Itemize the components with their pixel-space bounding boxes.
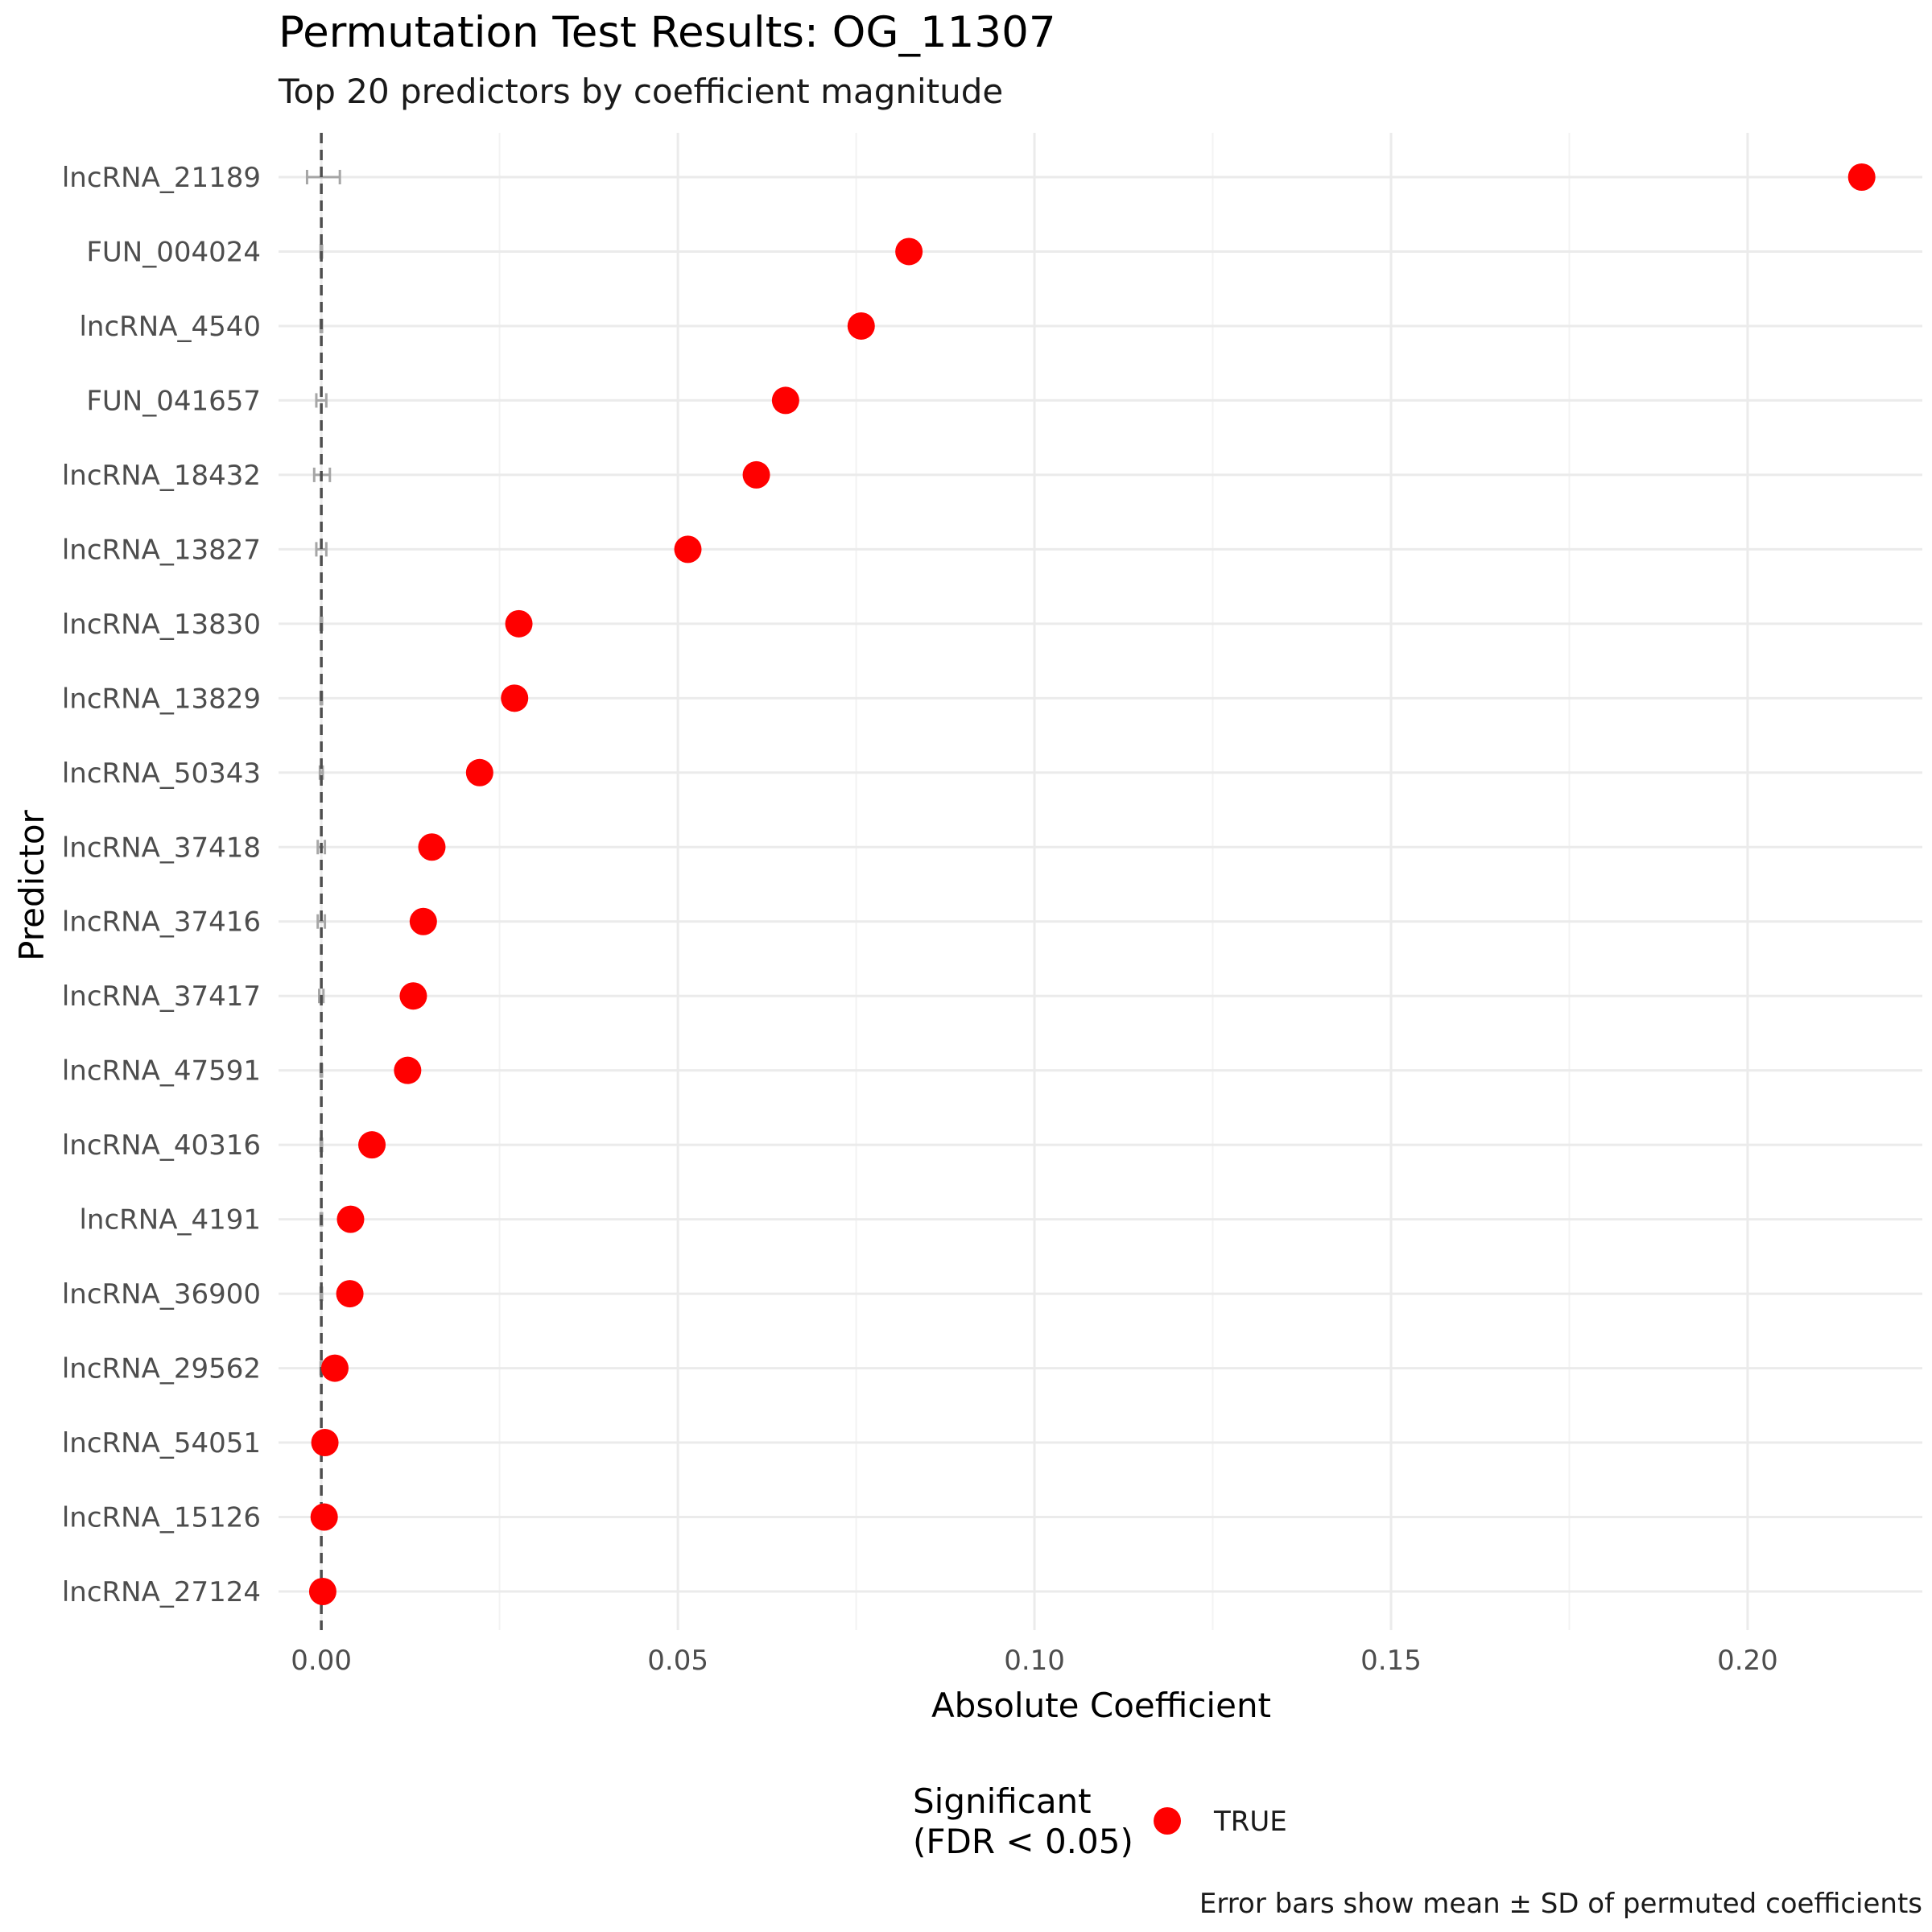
data-point: [465, 758, 493, 786]
y-tick-label: lncRNA_36900: [62, 1278, 261, 1311]
data-point: [674, 535, 702, 564]
chart-caption: Error bars show mean ± SD of permuted co…: [1199, 1888, 1922, 1920]
y-tick-label: lncRNA_13829: [62, 683, 261, 715]
data-point: [336, 1205, 365, 1233]
x-tick-label: 0.00: [291, 1645, 352, 1677]
legend: Significant (FDR < 0.05) TRUE: [913, 1781, 1287, 1861]
y-tick-label: lncRNA_13830: [62, 609, 261, 641]
data-point: [895, 237, 923, 266]
y-tick-label: lncRNA_37416: [62, 906, 261, 939]
data-point: [771, 386, 799, 415]
grid-lines: [279, 133, 1922, 1630]
legend-title-line1: Significant: [913, 1781, 1092, 1821]
chart-subtitle: Top 20 predictors by coefficient magnitu…: [278, 72, 1003, 111]
y-tick-label: lncRNA_54051: [62, 1427, 261, 1459]
x-tick-label: 0.15: [1360, 1645, 1422, 1677]
data-point: [399, 982, 427, 1010]
y-tick-label: lncRNA_4191: [79, 1204, 261, 1236]
x-tick-label: 0.05: [647, 1645, 708, 1677]
error-bars: [305, 170, 341, 1599]
data-point: [311, 1429, 339, 1457]
data-point: [847, 312, 875, 340]
x-tick-label: 0.10: [1004, 1645, 1065, 1677]
legend-label-true: TRUE: [1213, 1806, 1287, 1838]
y-tick-label: lncRNA_4540: [79, 311, 261, 343]
data-point: [1847, 163, 1876, 191]
y-tick-label: lncRNA_29562: [62, 1353, 261, 1385]
data-point: [742, 460, 770, 489]
data-point: [310, 1503, 338, 1531]
data-point: [336, 1280, 364, 1308]
x-axis-title: Absolute Coefficient: [931, 1686, 1271, 1725]
chart-title: Permutation Test Results: OG_11307: [279, 8, 1056, 57]
y-tick-label: FUN_041657: [86, 385, 261, 417]
x-tick-label: 0.20: [1717, 1645, 1778, 1677]
data-point: [505, 609, 533, 638]
y-tick-label: lncRNA_37418: [62, 832, 261, 864]
error-bar: [315, 542, 328, 557]
y-tick-label: lncRNA_40316: [62, 1129, 261, 1162]
y-tick-label: lncRNA_27124: [62, 1576, 261, 1608]
legend-key-point: [1154, 1807, 1181, 1835]
data-points: [308, 163, 1876, 1605]
data-point: [409, 907, 437, 935]
data-point: [501, 684, 529, 712]
y-tick-label: lncRNA_21189: [62, 162, 261, 194]
error-bar: [318, 765, 324, 780]
data-point: [418, 833, 446, 861]
error-bar: [316, 914, 327, 929]
x-tick-labels: 0.00 0.05 0.10 0.15 0.20: [291, 1645, 1778, 1677]
data-point: [358, 1131, 386, 1159]
y-tick-label: lncRNA_37417: [62, 980, 261, 1013]
data-point: [308, 1578, 336, 1605]
y-tick-label: lncRNA_50343: [62, 758, 261, 790]
y-tick-labels: lncRNA_21189 FUN_004024 lncRNA_4540 FUN_041…: [62, 162, 261, 1608]
y-tick-label: FUN_004024: [86, 236, 261, 268]
data-point: [394, 1056, 422, 1084]
data-point: [320, 1354, 349, 1382]
y-tick-label: lncRNA_47591: [62, 1055, 261, 1088]
error-bar: [315, 393, 328, 408]
y-axis-title: Predictor: [12, 809, 52, 960]
legend-title-line2: (FDR < 0.05): [913, 1822, 1133, 1861]
y-tick-label: lncRNA_13827: [62, 534, 261, 566]
y-tick-label: lncRNA_18432: [62, 460, 261, 492]
error-bar: [305, 170, 341, 184]
y-tick-label: lncRNA_15126: [62, 1502, 261, 1534]
